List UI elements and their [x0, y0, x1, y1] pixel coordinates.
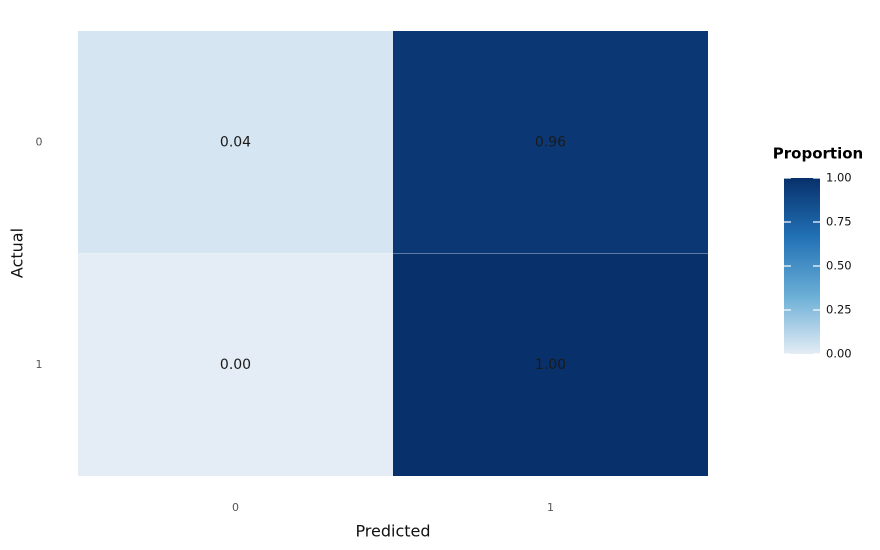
- y-axis-title: Actual: [8, 228, 27, 278]
- heatmap-cell: [393, 31, 708, 254]
- colorbar-tick-label: 0.75: [826, 215, 852, 229]
- colorbar-tick-label: 0.50: [826, 259, 852, 273]
- y-tick-label: 1: [36, 358, 43, 371]
- colorbar-tick-label: 0.00: [826, 347, 852, 361]
- heatmap-cell: [78, 253, 393, 476]
- heatmap-cell: [393, 253, 708, 476]
- cell-label: 1.00: [535, 357, 566, 373]
- x-axis-title: Predicted: [355, 522, 430, 541]
- cell-label: 0.04: [220, 134, 251, 150]
- colorbar-tick-label: 1.00: [826, 171, 852, 185]
- cell-label: 0.00: [220, 357, 251, 373]
- cell-label: 0.96: [535, 134, 566, 150]
- heatmap-cell: [78, 31, 393, 254]
- colorbar-tick-label: 0.25: [826, 303, 852, 317]
- x-tick-label: 0: [232, 501, 239, 514]
- legend-title: Proportion: [773, 145, 863, 163]
- x-tick-label: 1: [547, 501, 554, 514]
- y-tick-label: 0: [36, 135, 43, 148]
